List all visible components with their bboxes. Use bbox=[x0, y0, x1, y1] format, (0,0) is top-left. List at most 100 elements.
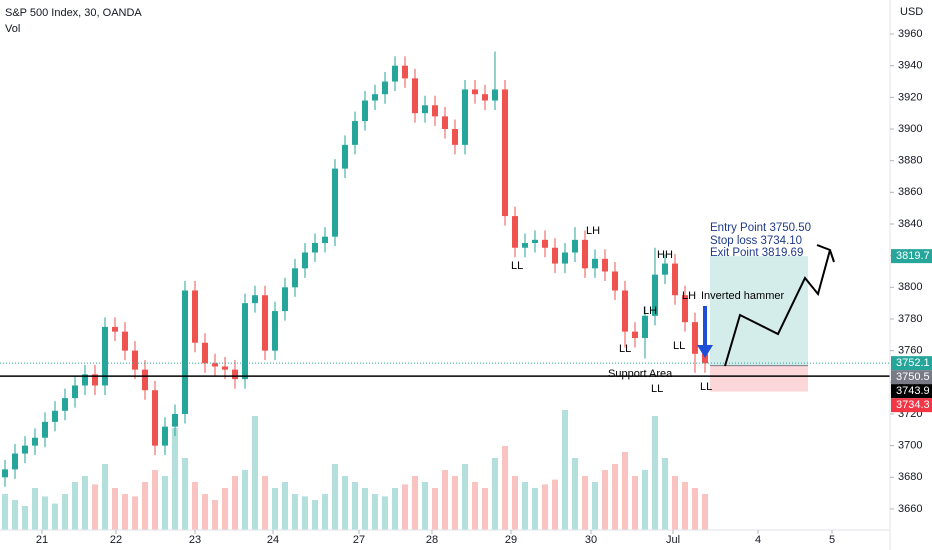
volume-bar bbox=[462, 464, 468, 530]
volume-bar bbox=[482, 488, 488, 530]
x-tick-label: 23 bbox=[189, 534, 201, 546]
candle-body bbox=[82, 374, 88, 386]
candle-body bbox=[222, 366, 228, 370]
volume-bar bbox=[572, 458, 578, 530]
candle-body bbox=[432, 105, 438, 117]
candle-body bbox=[502, 89, 508, 217]
y-tick-label: 3760 bbox=[898, 345, 922, 357]
x-tick-label: 4 bbox=[755, 534, 761, 546]
volume-bar bbox=[532, 488, 538, 530]
candle-body bbox=[42, 421, 48, 438]
candle-body bbox=[132, 350, 138, 370]
candle-body bbox=[652, 274, 658, 316]
x-tick-label: 24 bbox=[267, 534, 279, 546]
y-tick-label: 3860 bbox=[898, 186, 922, 198]
volume-bar bbox=[592, 482, 598, 530]
candle-body bbox=[552, 247, 558, 264]
volume-bar bbox=[272, 488, 278, 530]
candle-body bbox=[242, 303, 248, 380]
volume-bar bbox=[292, 494, 298, 530]
candle-body bbox=[322, 236, 328, 243]
volume-bar bbox=[132, 496, 138, 530]
stop-zone bbox=[710, 365, 808, 392]
y-tick-label: 3880 bbox=[898, 155, 922, 167]
candle-body bbox=[72, 385, 78, 399]
volume-bar bbox=[602, 470, 608, 530]
volume-bar bbox=[302, 496, 308, 530]
volume-bar bbox=[332, 464, 338, 530]
y-tick-label: 3960 bbox=[898, 28, 922, 40]
candle-body bbox=[582, 239, 588, 269]
volume-bar bbox=[32, 488, 38, 530]
candle-body bbox=[32, 437, 38, 446]
candle-body bbox=[622, 290, 628, 332]
annotation: LH bbox=[643, 305, 657, 317]
candle-body bbox=[302, 252, 308, 269]
x-tick-label: Jul bbox=[666, 534, 680, 546]
annotation: LH bbox=[682, 290, 696, 302]
x-tick-label: 27 bbox=[353, 534, 365, 546]
candle-body bbox=[152, 390, 158, 446]
candle-body bbox=[362, 100, 368, 122]
chart-title: S&P 500 Index, 30, OANDA bbox=[5, 7, 142, 19]
annotation: LL bbox=[511, 260, 523, 272]
annotation: LL bbox=[619, 343, 631, 355]
price-label: 3819.7 bbox=[896, 250, 930, 262]
candle-body bbox=[452, 129, 458, 145]
volume-bar bbox=[652, 416, 658, 530]
volume-bar bbox=[52, 503, 58, 530]
volume-bar bbox=[232, 476, 238, 530]
y-tick-label: 3800 bbox=[898, 281, 922, 293]
candle-body bbox=[392, 65, 398, 82]
candle-body bbox=[542, 239, 548, 248]
volume-bar bbox=[372, 494, 378, 530]
y-tick-label: 3900 bbox=[898, 123, 922, 135]
projection-arrow bbox=[724, 249, 831, 367]
volume-bar bbox=[152, 470, 158, 530]
volume-bar bbox=[452, 476, 458, 530]
volume-bar bbox=[432, 488, 438, 530]
annotation: LL bbox=[673, 340, 685, 352]
price-label: 3750.5 bbox=[896, 371, 930, 383]
candle-body bbox=[632, 331, 638, 338]
candle-body bbox=[122, 331, 128, 351]
volume-bar bbox=[182, 458, 188, 530]
candle-body bbox=[482, 94, 488, 101]
volume-bar bbox=[662, 458, 668, 530]
y-tick-label: 3920 bbox=[898, 91, 922, 103]
candle-body bbox=[692, 322, 698, 354]
annotation: Inverted hammer bbox=[701, 290, 784, 302]
y-tick-label: 3840 bbox=[898, 218, 922, 230]
x-tick-label: 29 bbox=[505, 534, 517, 546]
volume-bar bbox=[22, 506, 28, 530]
candle-body bbox=[572, 239, 578, 253]
annotation: LL bbox=[651, 383, 663, 395]
y-tick-label: 3780 bbox=[898, 313, 922, 325]
volume-bar bbox=[402, 484, 408, 530]
volume-bar bbox=[92, 484, 98, 530]
volume-bar bbox=[472, 482, 478, 530]
volume-bar bbox=[242, 470, 248, 530]
volume-bar bbox=[542, 484, 548, 530]
x-tick-label: 28 bbox=[426, 534, 438, 546]
volume-bar bbox=[362, 488, 368, 530]
y-tick-label: 3680 bbox=[898, 471, 922, 483]
candle-body bbox=[562, 252, 568, 264]
volume-bar bbox=[82, 476, 88, 530]
price-label-bg bbox=[891, 249, 932, 264]
y-tick-label: 3940 bbox=[898, 60, 922, 72]
x-tick-label: 22 bbox=[110, 534, 122, 546]
volume-bar bbox=[702, 494, 708, 530]
price-label: 3743.9 bbox=[896, 385, 930, 397]
x-tick-label: 21 bbox=[36, 534, 48, 546]
volume-bar bbox=[2, 494, 8, 530]
annotation: HH bbox=[657, 249, 673, 261]
candle-body bbox=[472, 89, 478, 95]
volume-bar bbox=[262, 476, 268, 530]
annotation: Entry Point 3750.50 bbox=[710, 222, 811, 234]
volume-label: Vol bbox=[5, 23, 20, 35]
volume-bar bbox=[212, 500, 218, 530]
volume-bar bbox=[412, 476, 418, 530]
price-label-bg bbox=[891, 398, 932, 413]
annotation: Support Area bbox=[608, 368, 673, 380]
